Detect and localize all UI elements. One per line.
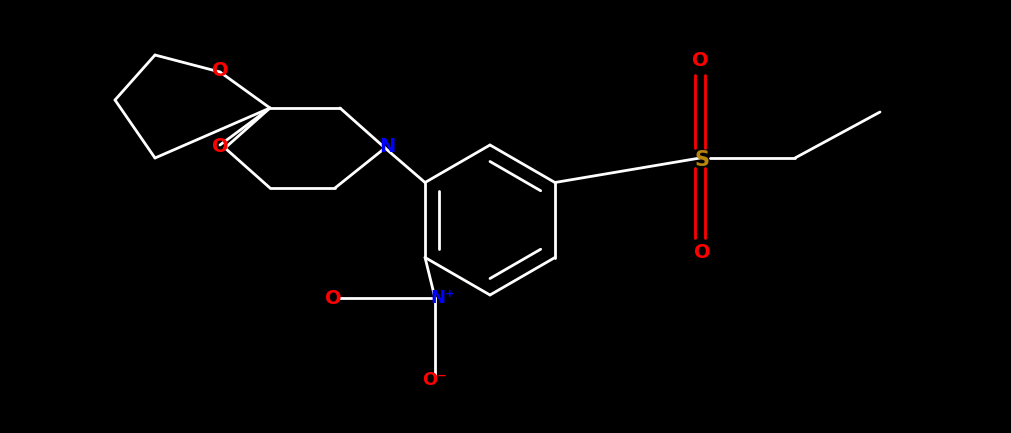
- Text: O: O: [211, 61, 228, 80]
- Text: N: N: [379, 136, 395, 155]
- Text: S: S: [695, 150, 710, 170]
- Text: O: O: [325, 288, 342, 307]
- Text: O: O: [211, 138, 228, 156]
- Text: O⁻: O⁻: [423, 371, 448, 389]
- Text: N⁺: N⁺: [431, 289, 455, 307]
- Text: O: O: [694, 243, 711, 262]
- Text: O: O: [692, 51, 709, 70]
